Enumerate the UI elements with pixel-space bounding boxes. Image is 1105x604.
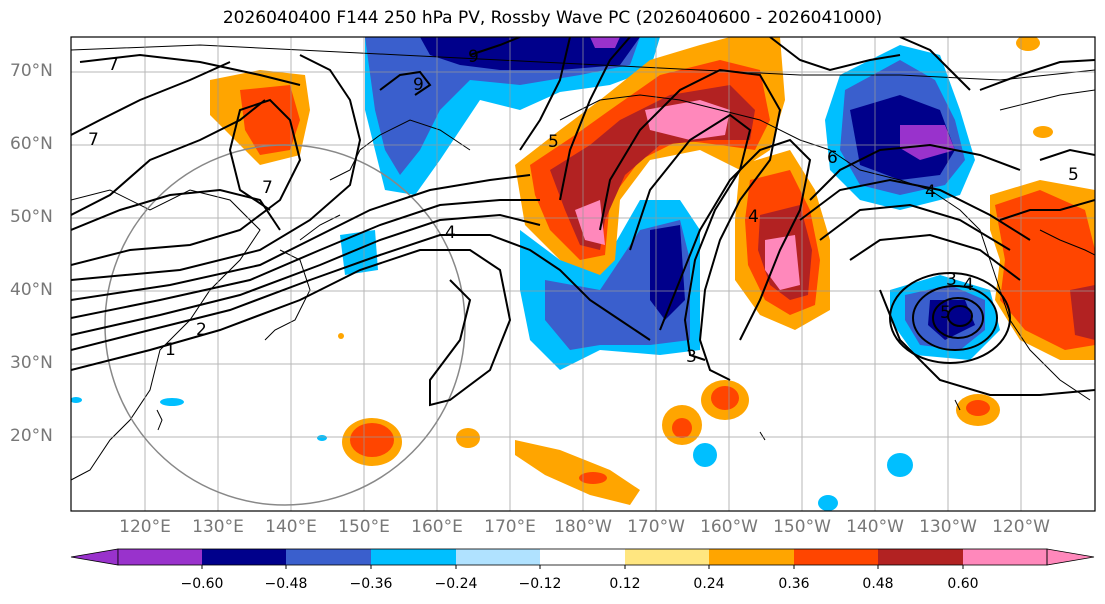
- contour-label: 3: [946, 270, 957, 290]
- colorbar-tick-label: −0.48: [264, 576, 308, 592]
- colorbar-tick-label: 0.36: [778, 576, 810, 592]
- contour-labels: 7 7 9 9 7 5 4 2 1 4 6 4 3 4 5 5 3: [88, 47, 1079, 367]
- contour-label: 4: [445, 223, 456, 243]
- colorbar-tick-label: 0.24: [693, 576, 725, 592]
- lon-label: 180°W: [554, 517, 612, 537]
- lon-label: 160°E: [411, 517, 463, 537]
- contour-label: 4: [925, 182, 936, 202]
- lat-label: 40°N: [10, 280, 53, 300]
- contour-label: 5: [1068, 165, 1079, 185]
- coastlines: [71, 44, 1095, 481]
- contour-label: 5: [548, 132, 559, 152]
- contour-label: 9: [413, 75, 424, 95]
- colorbar-tick-label: 0.48: [862, 576, 894, 592]
- contour-label: 2: [196, 320, 207, 340]
- colorbar-tick-label: −0.60: [180, 576, 224, 592]
- lon-label: 150°E: [338, 517, 390, 537]
- colorbar-tick-label: −0.12: [518, 576, 562, 592]
- lon-label: 140°E: [265, 517, 317, 537]
- colorbar-tick-label: 0.12: [609, 576, 641, 592]
- contour-label: 7: [262, 178, 273, 198]
- lon-label: 140°W: [846, 517, 904, 537]
- pv-contours: [71, 37, 1095, 407]
- map-title: 2026040400 F144 250 hPa PV, Rossby Wave …: [222, 8, 883, 28]
- lon-label: 120°W: [992, 517, 1050, 537]
- contour-label: 6: [827, 148, 838, 168]
- lat-label: 70°N: [10, 61, 53, 81]
- contour-label: 9: [468, 47, 479, 67]
- negative-anomaly-fill: [71, 37, 1000, 511]
- lon-label: 170°E: [484, 517, 536, 537]
- contour-label: 4: [748, 207, 759, 227]
- contour-label: 7: [108, 55, 119, 75]
- lon-label: 160°W: [700, 517, 758, 537]
- colorbar: [70, 548, 1095, 569]
- contour-label: 5: [940, 303, 951, 323]
- contour-label: 1: [165, 340, 176, 360]
- lat-label: 30°N: [10, 353, 53, 373]
- radius-circle: [104, 144, 466, 506]
- lon-label: 150°W: [773, 517, 831, 537]
- contour-label: 4: [963, 275, 974, 295]
- lat-label: 50°N: [10, 207, 53, 227]
- colorbar-tick-label: −0.24: [434, 576, 478, 592]
- contour-label: 7: [88, 130, 99, 150]
- colorbar-tick-label: −0.36: [349, 576, 393, 592]
- contour-label: 3: [686, 347, 697, 367]
- colorbar-tick-label: 0.60: [947, 576, 979, 592]
- lon-label: 130°W: [919, 517, 977, 537]
- lon-label: 120°E: [119, 517, 171, 537]
- lon-label: 170°W: [627, 517, 685, 537]
- lat-label: 20°N: [10, 426, 53, 446]
- lat-label: 60°N: [10, 134, 53, 154]
- map-frame: [70, 36, 1096, 512]
- lon-label: 130°E: [192, 517, 244, 537]
